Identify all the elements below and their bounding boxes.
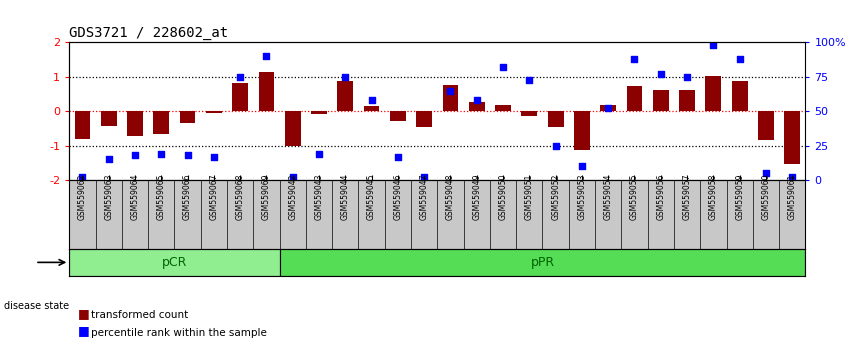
Point <box>391 154 404 159</box>
Point <box>522 77 536 82</box>
Bar <box>758 111 774 141</box>
Bar <box>127 111 143 136</box>
Text: disease state: disease state <box>4 301 69 311</box>
Point <box>286 174 300 180</box>
Point <box>680 74 694 80</box>
Bar <box>732 81 747 111</box>
Text: transformed count: transformed count <box>91 310 188 320</box>
Bar <box>100 111 117 126</box>
Bar <box>153 111 169 133</box>
Point <box>102 156 116 162</box>
Bar <box>521 111 537 116</box>
Text: percentile rank within the sample: percentile rank within the sample <box>91 328 267 338</box>
Point <box>470 97 484 103</box>
Bar <box>574 111 590 150</box>
Text: ■: ■ <box>78 325 90 337</box>
Bar <box>495 105 511 111</box>
Bar <box>627 86 643 111</box>
Point <box>575 163 589 169</box>
Point <box>654 71 668 77</box>
Point <box>181 152 195 158</box>
Point <box>785 174 799 180</box>
Point <box>601 105 615 111</box>
Bar <box>390 111 406 121</box>
Point <box>128 152 142 158</box>
Bar <box>74 111 90 139</box>
Point <box>154 151 168 156</box>
Bar <box>69 249 280 276</box>
Bar <box>469 102 485 111</box>
Bar <box>417 111 432 127</box>
Bar <box>311 111 326 114</box>
Point <box>417 174 431 180</box>
Bar <box>547 111 564 127</box>
Bar <box>280 249 805 276</box>
Bar <box>206 111 222 113</box>
Point <box>443 88 457 93</box>
Bar <box>364 106 379 111</box>
Point <box>707 42 721 48</box>
Text: pPR: pPR <box>530 256 554 269</box>
Text: GDS3721 / 228602_at: GDS3721 / 228602_at <box>69 26 229 40</box>
Bar <box>232 83 248 111</box>
Bar <box>679 90 695 111</box>
Point <box>549 143 563 148</box>
Bar <box>653 90 669 111</box>
Bar <box>443 85 458 111</box>
Bar <box>259 72 275 111</box>
Point <box>733 56 746 62</box>
Point <box>339 74 352 80</box>
Text: pCR: pCR <box>162 256 187 269</box>
Bar <box>285 111 301 146</box>
Text: ■: ■ <box>78 307 90 320</box>
Bar <box>600 105 616 111</box>
Bar <box>706 76 721 111</box>
Point <box>496 64 510 70</box>
Bar <box>785 111 800 165</box>
Bar <box>338 81 353 111</box>
Point <box>75 174 89 180</box>
Bar <box>180 111 196 123</box>
Point <box>312 151 326 156</box>
Point <box>260 53 274 59</box>
Point <box>207 154 221 159</box>
Point <box>233 74 247 80</box>
Point <box>628 56 642 62</box>
Point <box>365 97 378 103</box>
Point <box>759 170 772 176</box>
